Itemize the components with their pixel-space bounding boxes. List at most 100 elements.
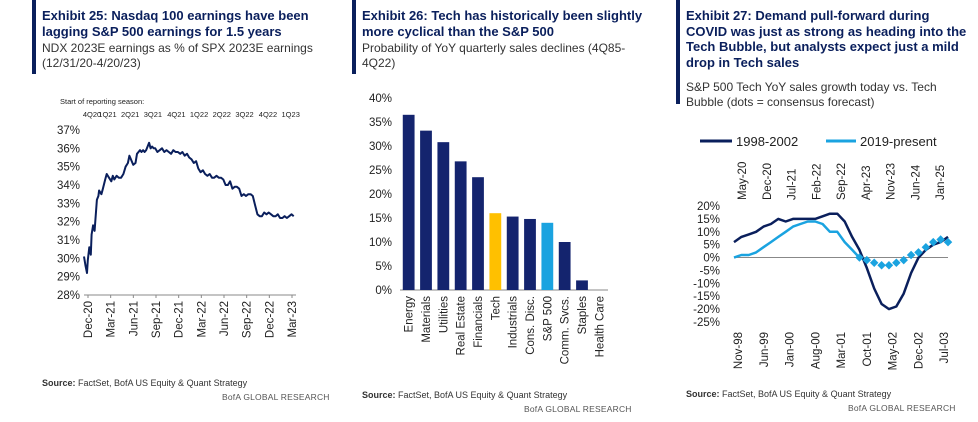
- exhibit-27-chart: 1998-2002 2019-present 20%15%10%5%0%-5%-10…: [693, 134, 953, 370]
- bottom-tick-label: Mar-01: [836, 332, 848, 368]
- category-label: Materials: [421, 296, 433, 343]
- exhibit-25-title: Exhibit 25: Nasdaq 100 earnings have bee…: [42, 8, 309, 39]
- exhibit-27-title: Exhibit 27: Demand pull-forward during C…: [686, 8, 966, 70]
- x-tick-label: Mar-21: [106, 301, 118, 337]
- exhibit-25-subtitle-line: (12/31/20-4/20/23): [42, 56, 141, 70]
- legend-label-1998-2002: 1998-2002: [736, 134, 798, 149]
- reporting-season-label: Start of reporting season:: [60, 97, 144, 106]
- category-label: Industrials: [508, 296, 520, 349]
- y-tick-label: 0%: [703, 253, 720, 265]
- exhibit-26-subtitle-line: Probability of YoY quarterly sales decli…: [362, 41, 626, 55]
- forecast-dot: [914, 248, 923, 257]
- exhibit-25-source-text: FactSet, BofA US Equity & Quant Strategy: [75, 378, 248, 388]
- exhibit-27-subtitle: S&P 500 Tech YoY sales growth today vs. …: [686, 80, 937, 110]
- top-tick-label: May-20: [737, 162, 749, 200]
- exhibit-25-subtitle: NDX 2023E earnings as % of SPX 2023E ear…: [42, 41, 313, 71]
- x-tick-label: Dec-20: [83, 301, 95, 338]
- exhibit-26-title-bar: [352, 0, 356, 74]
- top-tick-label: Jan-25: [935, 165, 947, 200]
- x-tick-label: Sep-21: [151, 301, 163, 338]
- category-label: S&P 500: [542, 296, 554, 341]
- top-tick-label: Nov-23: [886, 163, 898, 200]
- quarter-label: 2Q22: [213, 110, 231, 119]
- exhibit-26-panel: Exhibit 26: Tech has historically been s…: [352, 0, 652, 422]
- exhibit-25-title-bar: [32, 0, 36, 74]
- exhibit-25-title-line: lagging S&P 500 earnings for 1.5 years: [42, 23, 282, 39]
- y-tick-label: 32%: [57, 217, 80, 229]
- exhibit-25-brand: BofA GLOBAL RESEARCH: [222, 392, 330, 402]
- series-2019-present-line: [733, 220, 861, 259]
- y-tick-label: 33%: [57, 198, 80, 210]
- x-tick-label: Sep-22: [242, 301, 254, 338]
- exhibit-27-subtitle-line: S&P 500 Tech YoY sales growth today vs. …: [686, 80, 937, 94]
- exhibit-27-title-bar: [676, 0, 680, 104]
- y-tick-label: 30%: [369, 141, 392, 153]
- forecast-dot: [869, 258, 879, 267]
- bottom-tick-label: Dec-02: [913, 332, 925, 369]
- bar-utilities: [437, 142, 450, 290]
- y-tick-label: 15%: [697, 214, 720, 226]
- bar-cons-disc-: [524, 218, 536, 290]
- bottom-tick-label: Jan-00: [785, 332, 797, 367]
- y-tick-label: 20%: [369, 189, 392, 201]
- exhibit-26-source-text: FactSet, BofA US Equity & Quant Strategy: [395, 390, 568, 400]
- exhibit-27-brand: BofA GLOBAL RESEARCH: [848, 403, 956, 413]
- top-tick-label: Sep-22: [836, 163, 848, 200]
- category-label: Tech: [490, 296, 502, 320]
- forecast-dot: [855, 253, 864, 262]
- exhibit-27-title-line: Exhibit 27: Demand pull-forward during: [686, 8, 930, 23]
- bottom-tick-label: Nov-98: [733, 332, 745, 369]
- exhibit-25-source: Source: FactSet, BofA US Equity & Quant …: [42, 378, 247, 388]
- exhibit-25-title-line: Exhibit 25: Nasdaq 100 earnings have bee…: [42, 8, 309, 23]
- top-tick-label: Dec-20: [762, 163, 774, 200]
- x-tick-label: Dec-21: [174, 301, 186, 338]
- quarter-label: 1Q23: [282, 110, 300, 119]
- y-tick-label: 5%: [375, 261, 392, 273]
- y-tick-label: 34%: [57, 180, 80, 192]
- bar-real-estate: [454, 161, 467, 290]
- forecast-dot: [862, 255, 872, 265]
- x-tick-label: Mar-23: [287, 301, 299, 337]
- y-tick-label: 40%: [369, 93, 392, 105]
- forecast-dot: [899, 255, 908, 265]
- x-tick-label: Jun-21: [128, 301, 140, 336]
- x-tick-label: Dec-22: [264, 301, 276, 338]
- bar-s-p-500: [541, 222, 554, 290]
- category-label: Cons. Disc.: [525, 296, 537, 355]
- y-tick-label: 15%: [369, 213, 392, 225]
- y-tick-label: 25%: [369, 165, 392, 177]
- category-label: Comm. Svcs.: [560, 296, 572, 364]
- y-tick-label: 35%: [369, 117, 392, 129]
- top-tick-label: Jun-24: [910, 164, 922, 200]
- y-tick-label: -5%: [700, 265, 720, 277]
- exhibit-25-subtitle-line: NDX 2023E earnings as % of SPX 2023E ear…: [42, 41, 313, 55]
- exhibit-26-source: Source: FactSet, BofA US Equity & Quant …: [362, 390, 567, 400]
- quarter-label: 4Q21: [167, 110, 185, 119]
- y-tick-label: 36%: [57, 143, 80, 155]
- y-tick-label: -20%: [693, 304, 720, 316]
- exhibit-26-brand: BofA GLOBAL RESEARCH: [524, 404, 632, 414]
- y-tick-label: 10%: [369, 237, 392, 249]
- quarter-label: 4Q20: [83, 110, 101, 119]
- exhibit-27-source-text: FactSet, BofA US Equity & Quant Strategy: [719, 389, 892, 399]
- y-tick-label: 28%: [57, 290, 80, 302]
- y-tick-label: 5%: [703, 240, 720, 252]
- y-tick-label: 20%: [697, 201, 720, 213]
- category-label: Health Care: [594, 296, 606, 357]
- exhibit-27-panel: Exhibit 27: Demand pull-forward during C…: [676, 0, 978, 422]
- quarter-label: 1Q21: [98, 110, 116, 119]
- top-tick-label: Feb-22: [811, 164, 823, 200]
- exhibit-25-source-label: Source:: [42, 378, 76, 388]
- quarter-label: 3Q21: [144, 110, 162, 119]
- exhibit-26-source-label: Source:: [362, 390, 396, 400]
- y-tick-label: 30%: [57, 253, 80, 265]
- top-tick-label: Jul-21: [787, 169, 799, 200]
- exhibit-25-panel: Exhibit 25: Nasdaq 100 earnings have bee…: [32, 0, 332, 422]
- bar-staples: [576, 280, 588, 290]
- category-label: Energy: [404, 296, 416, 333]
- exhibit-27-title-line: COVID was just as strong as heading into…: [686, 23, 967, 39]
- quarter-label: 2Q21: [121, 110, 139, 119]
- exhibit-27-subtitle-line: Bubble (dots = consensus forecast): [686, 95, 875, 109]
- bar-comm-svcs-: [558, 242, 571, 290]
